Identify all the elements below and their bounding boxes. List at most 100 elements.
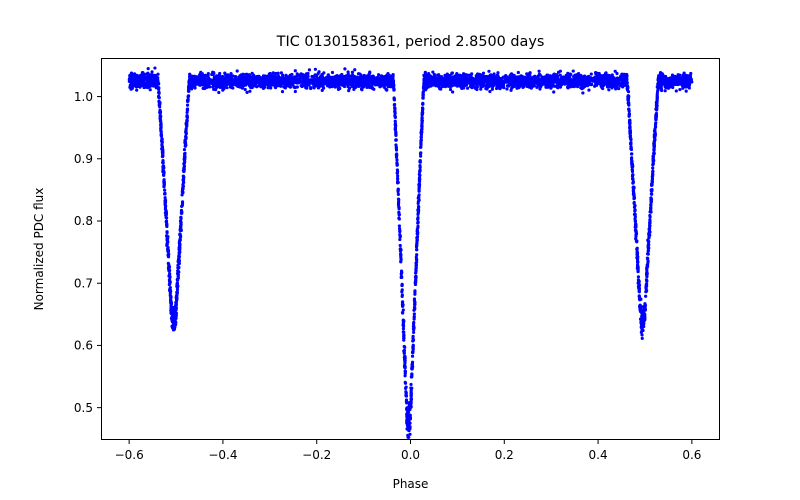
data-point	[628, 121, 632, 125]
data-point	[647, 242, 651, 247]
data-point	[400, 283, 404, 288]
data-point	[164, 213, 168, 217]
data-point	[350, 76, 354, 80]
data-point	[132, 83, 136, 87]
data-point	[637, 295, 641, 299]
data-point	[400, 294, 404, 299]
data-point	[432, 82, 436, 86]
data-point	[219, 77, 223, 81]
data-point	[631, 181, 635, 185]
data-point	[393, 106, 397, 110]
data-point	[420, 112, 424, 116]
data-point	[525, 72, 529, 77]
data-point	[636, 255, 640, 259]
data-point	[142, 77, 146, 81]
data-point	[408, 407, 412, 412]
data-point	[608, 84, 612, 89]
data-point	[182, 164, 186, 168]
data-point	[635, 247, 639, 251]
data-point	[291, 80, 296, 84]
data-point	[613, 69, 617, 73]
data-point	[419, 154, 423, 158]
data-point	[471, 81, 475, 85]
data-point	[142, 74, 146, 78]
data-point	[396, 200, 401, 204]
data-point	[351, 84, 355, 89]
data-point	[393, 115, 397, 119]
data-point	[396, 176, 400, 180]
data-point	[649, 206, 653, 210]
data-point	[173, 306, 177, 310]
data-point	[403, 359, 407, 363]
data-point	[403, 366, 407, 370]
data-point	[594, 71, 598, 75]
data-point	[552, 90, 556, 94]
data-point	[185, 114, 189, 118]
data-point	[404, 393, 408, 398]
data-point	[450, 75, 454, 79]
data-point	[160, 154, 165, 158]
data-point	[479, 87, 483, 91]
data-point	[415, 232, 419, 236]
data-point	[649, 183, 654, 187]
data-point	[632, 194, 636, 198]
data-point	[663, 74, 668, 79]
data-point	[361, 80, 365, 84]
scatter-series-normalized-flux	[127, 66, 694, 439]
data-point	[417, 172, 421, 176]
data-point	[297, 80, 301, 84]
data-point	[217, 83, 221, 87]
data-point	[280, 90, 285, 94]
data-point	[470, 72, 474, 76]
data-point	[263, 84, 267, 88]
data-point	[215, 77, 219, 81]
data-point	[414, 257, 419, 262]
data-point	[521, 79, 526, 84]
data-point	[165, 230, 169, 234]
data-point	[399, 256, 403, 260]
data-point	[175, 285, 179, 290]
data-point	[293, 89, 297, 94]
data-point	[403, 356, 407, 360]
data-point	[530, 81, 534, 85]
data-point	[350, 70, 355, 74]
data-point	[651, 154, 655, 158]
data-point	[645, 282, 649, 286]
data-point	[210, 72, 214, 77]
data-point	[156, 85, 160, 89]
data-point	[416, 212, 420, 216]
data-point	[309, 78, 313, 82]
data-point	[261, 86, 266, 90]
data-point	[312, 75, 316, 79]
data-point	[638, 298, 642, 302]
data-point	[301, 78, 305, 82]
data-point	[414, 270, 418, 274]
data-point	[345, 81, 349, 85]
data-point	[241, 72, 245, 76]
data-point	[573, 74, 577, 78]
data-point	[368, 71, 372, 76]
data-point	[359, 84, 363, 88]
data-point	[410, 366, 414, 370]
data-point	[352, 87, 356, 91]
data-point	[398, 234, 402, 238]
data-point	[630, 152, 634, 156]
data-point	[418, 160, 422, 164]
data-point	[138, 74, 142, 78]
data-point	[532, 75, 536, 79]
data-point	[395, 163, 399, 167]
data-point	[373, 80, 377, 84]
data-point	[650, 180, 654, 184]
axes-background	[101, 58, 720, 440]
data-point	[217, 90, 221, 95]
data-point	[192, 78, 197, 82]
data-point	[404, 385, 408, 389]
data-point	[645, 271, 649, 276]
data-point	[629, 141, 633, 145]
data-point	[419, 135, 423, 139]
data-point	[149, 73, 153, 77]
data-point	[414, 255, 418, 259]
data-point	[543, 79, 547, 83]
data-point	[396, 174, 400, 178]
data-point	[271, 83, 275, 87]
